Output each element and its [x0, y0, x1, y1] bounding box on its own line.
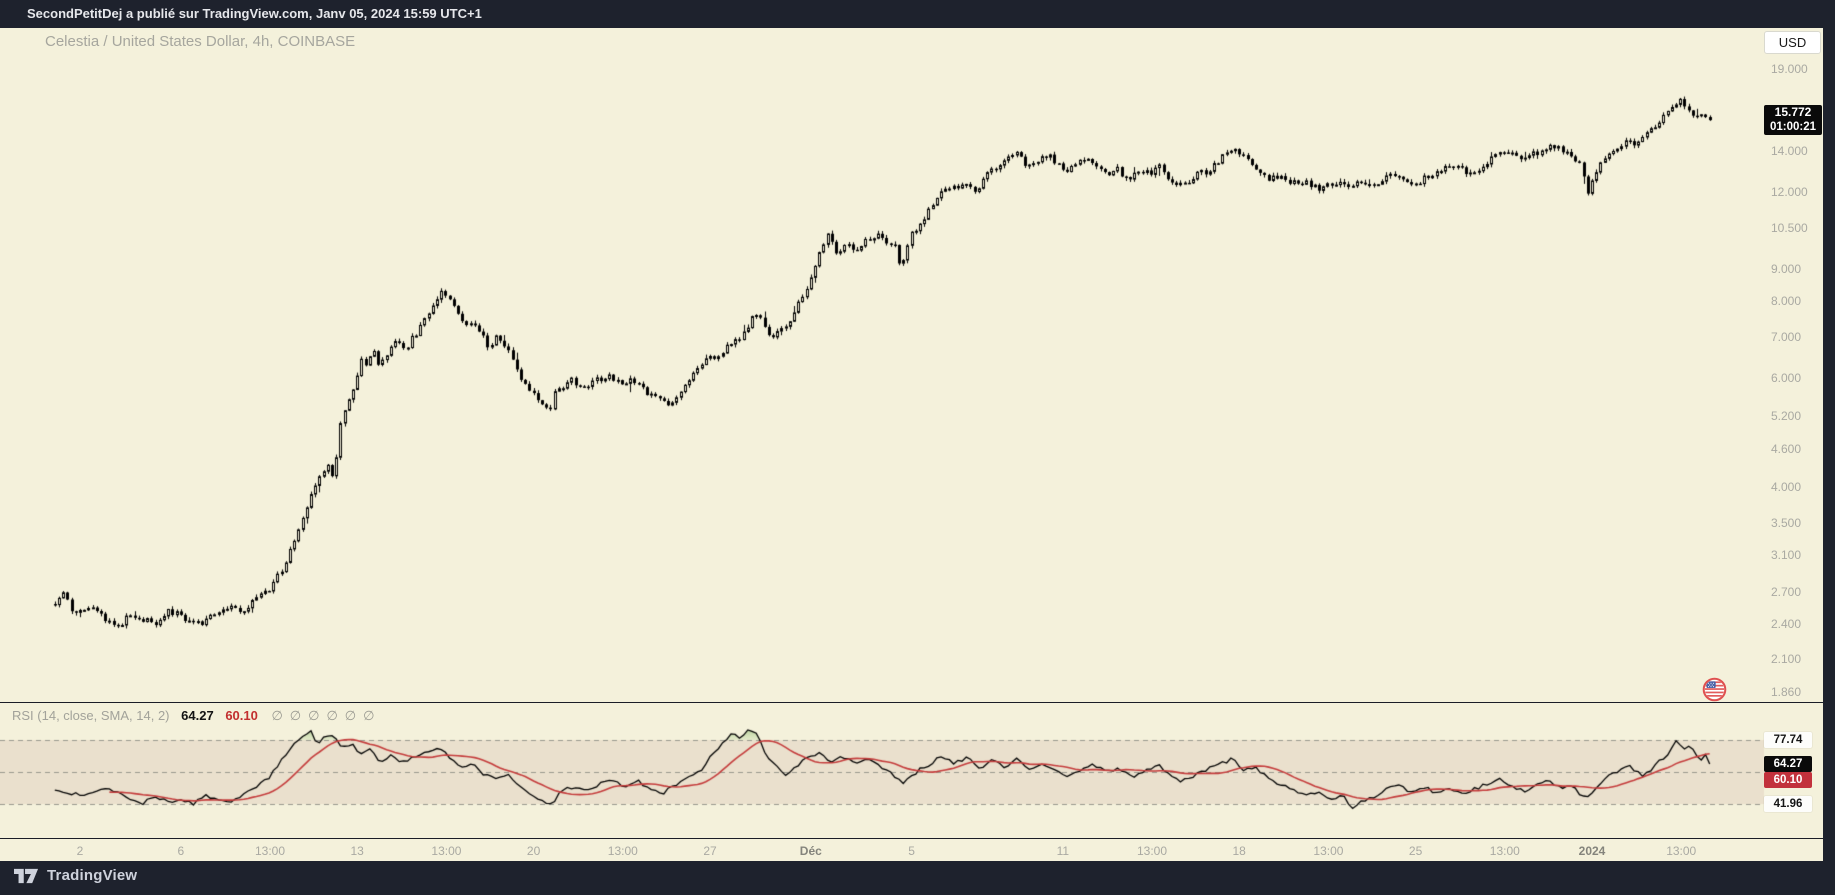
tradingview-logo-icon: [14, 868, 39, 883]
time-tick-label: 13:00: [607, 844, 638, 858]
time-tick-label: 18: [1232, 844, 1246, 858]
price-tick-label: 12.000: [1771, 185, 1808, 200]
price-tick-label: 19.000: [1771, 62, 1808, 77]
attribution-text: SecondPetitDej a publié sur TradingView.…: [27, 6, 482, 21]
price-tick-label: 8.000: [1771, 294, 1802, 309]
hidden-values-icons: ∅∅∅∅∅∅: [271, 708, 382, 723]
tradingview-brand-text: TradingView: [47, 867, 138, 884]
price-tick-label: 7.000: [1771, 329, 1802, 344]
time-tick-label: 13:00: [1666, 844, 1697, 858]
price-tick-label: 2.700: [1771, 585, 1802, 600]
time-tick-label: 13:00: [1489, 844, 1520, 858]
time-tick-label: Déc: [799, 844, 822, 858]
time-tick-label: 13: [350, 844, 364, 858]
tradingview-link[interactable]: TradingView: [14, 867, 137, 884]
right-gutter: [1823, 28, 1835, 861]
time-tick-label: 20: [526, 844, 541, 858]
price-tick-label: 4.600: [1771, 442, 1802, 457]
price-tick-label: 5.200: [1771, 409, 1802, 424]
time-axis-divider[interactable]: [0, 838, 1823, 839]
rsi-legend-value: 64.27: [181, 708, 214, 723]
time-tick-label: 13:00: [1313, 844, 1344, 858]
time-tick-label: 27: [703, 844, 717, 858]
symbol-title: Celestia / United States Dollar, 4h, COI…: [45, 33, 356, 50]
time-tick-label: 13:00: [1136, 844, 1168, 858]
rsi-upper-band-label: 77.74: [1764, 732, 1812, 748]
time-tick-label: 2024: [1578, 844, 1606, 858]
last-price-value: 15.772: [1774, 105, 1812, 119]
time-tick-label: 6: [177, 844, 185, 858]
time-tick-label: 11: [1056, 844, 1070, 858]
price-tick-label: 9.000: [1771, 262, 1802, 277]
bar-countdown: 01:00:21: [1769, 121, 1817, 133]
time-tick-label: 25: [1408, 844, 1423, 858]
pane-divider[interactable]: [0, 702, 1823, 703]
rsi-legend-title: RSI (14, close, SMA, 14, 2): [12, 708, 170, 723]
time-tick-label: 13:00: [431, 844, 462, 858]
rsi-value-label: 64.27: [1764, 756, 1812, 772]
footer-bar: TradingView: [0, 861, 1835, 895]
price-tick-label: 14.000: [1771, 144, 1808, 159]
price-tick-label: 3.500: [1771, 515, 1802, 530]
price-tick-label: 1.860: [1771, 685, 1802, 699]
price-tick-label: 6.000: [1771, 371, 1802, 386]
time-tick-label: 2: [76, 844, 84, 858]
attribution-bar: SecondPetitDej a publié sur TradingView.…: [0, 0, 1835, 28]
price-tick-label: 4.000: [1771, 479, 1802, 494]
rsi-legend: RSI (14, close, SMA, 14, 2) 64.27 60.10 …: [12, 708, 381, 724]
rsi-ma-label: 60.10: [1764, 772, 1812, 788]
price-tick-label: 2.400: [1771, 616, 1802, 631]
time-tick-label: 13:00: [254, 844, 286, 858]
time-tick-label: 5: [908, 844, 915, 858]
last-price-label: 15.772 01:00:21: [1764, 105, 1822, 135]
rsi-legend-ma-value: 60.10: [225, 708, 258, 723]
rsi-lower-band-label: 41.96: [1764, 796, 1812, 812]
price-tick-label: 10.500: [1771, 221, 1808, 236]
currency-toggle-button[interactable]: USD: [1764, 31, 1821, 54]
price-tick-label: 3.100: [1771, 548, 1802, 563]
price-tick-label: 2.100: [1771, 652, 1802, 667]
usd-flag-icon: [1702, 677, 1727, 702]
